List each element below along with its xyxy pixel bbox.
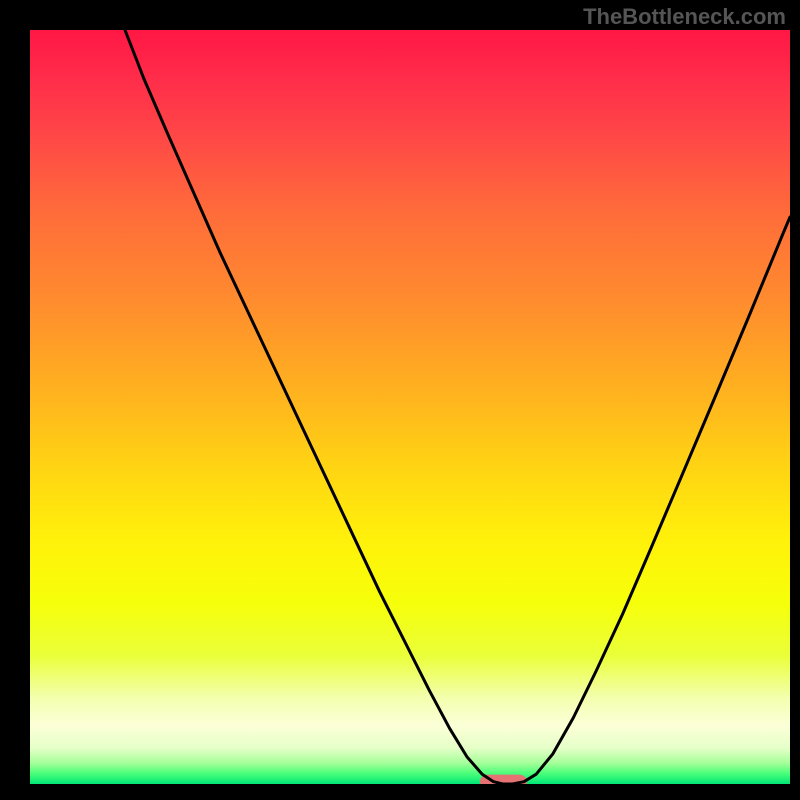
frame-right	[790, 0, 800, 800]
bottleneck-chart: TheBottleneck.com	[0, 0, 800, 800]
watermark-text: TheBottleneck.com	[583, 4, 786, 30]
frame-left	[0, 0, 30, 800]
frame-bottom	[0, 784, 800, 800]
chart-svg	[0, 0, 800, 800]
plot-background	[30, 30, 790, 784]
